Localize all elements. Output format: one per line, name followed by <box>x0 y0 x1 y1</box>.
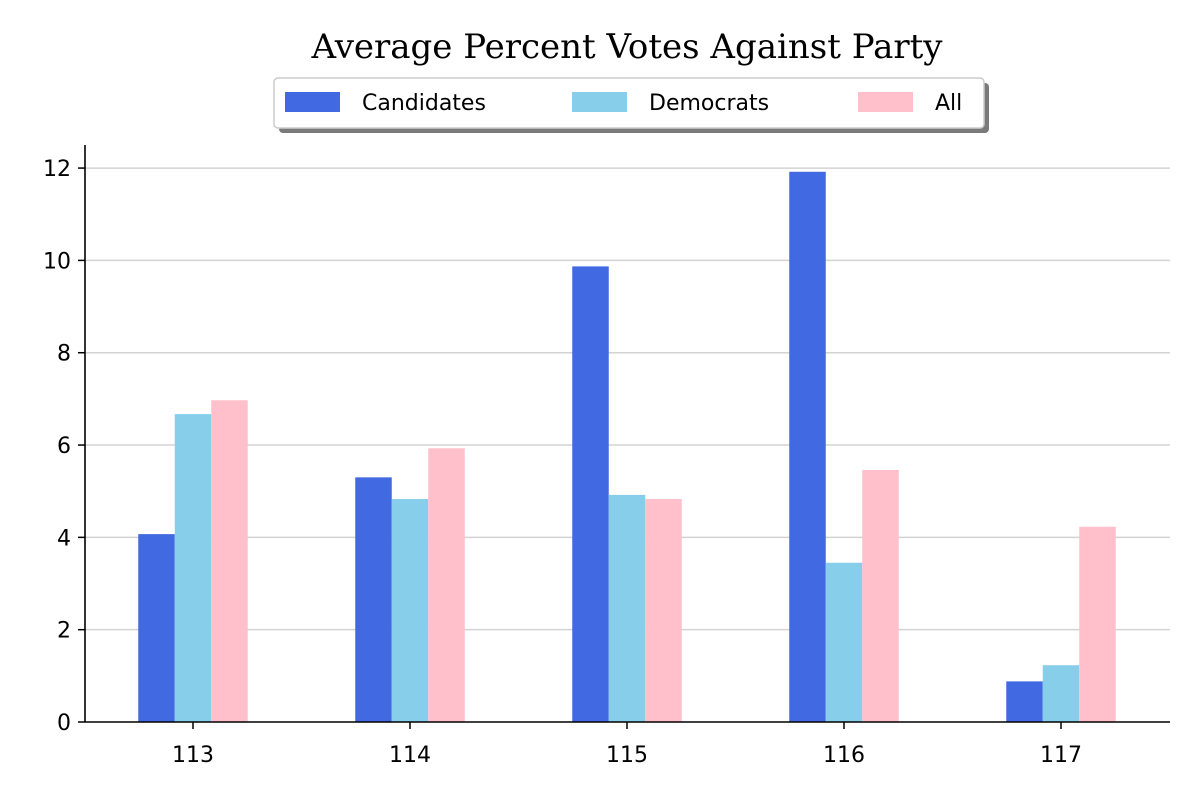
bar-candidates-113 <box>138 534 175 722</box>
x-tick-label-114: 114 <box>389 743 431 768</box>
bar-democrats-114 <box>391 499 429 722</box>
bar-all-115 <box>645 499 682 722</box>
x-tick-label-113: 113 <box>172 743 214 768</box>
bar-candidates-114 <box>355 477 392 722</box>
y-tick-label-3: 6 <box>57 434 71 459</box>
bar-democrats-117 <box>1042 665 1080 722</box>
y-axis-ticks: 0 2 4 6 8 10 12 <box>43 157 85 736</box>
y-tick-label-6: 12 <box>43 157 71 182</box>
bar-all-113 <box>211 400 248 722</box>
bar-candidates-116 <box>789 171 826 722</box>
x-tick-label-117: 117 <box>1040 743 1082 768</box>
bar-candidates-117 <box>1006 681 1043 722</box>
bar-democrats-113 <box>174 414 212 722</box>
legend-swatch-all <box>858 92 913 112</box>
bar-candidates-115 <box>572 266 609 722</box>
y-tick-label-0: 0 <box>57 711 71 736</box>
legend-swatch-candidates <box>285 92 340 112</box>
legend-label-democrats: Democrats <box>649 91 769 116</box>
x-tick-label-116: 116 <box>823 743 865 768</box>
bar-democrats-115 <box>608 494 646 722</box>
legend-items: Candidates Democrats All <box>285 91 962 116</box>
legend: Candidates Democrats All <box>273 77 989 133</box>
legend-label-candidates: Candidates <box>362 91 486 116</box>
legend-label-all: All <box>935 91 962 116</box>
bar-all-117 <box>1079 526 1116 722</box>
bar-all-114 <box>428 448 465 722</box>
x-axis-ticks: 113 114 115 116 117 <box>172 722 1082 768</box>
y-tick-label-5: 10 <box>43 249 71 274</box>
bar-democrats-116 <box>825 562 863 722</box>
gridlines <box>85 167 1170 631</box>
bars <box>138 171 1116 722</box>
legend-box <box>273 77 985 129</box>
chart-title: Average Percent Votes Against Party <box>311 27 944 67</box>
y-tick-label-1: 2 <box>57 619 71 644</box>
x-tick-label-115: 115 <box>606 743 648 768</box>
bar-all-116 <box>862 469 899 722</box>
y-tick-label-4: 8 <box>57 342 71 367</box>
legend-swatch-democrats <box>572 92 627 112</box>
y-tick-label-2: 4 <box>57 526 71 551</box>
